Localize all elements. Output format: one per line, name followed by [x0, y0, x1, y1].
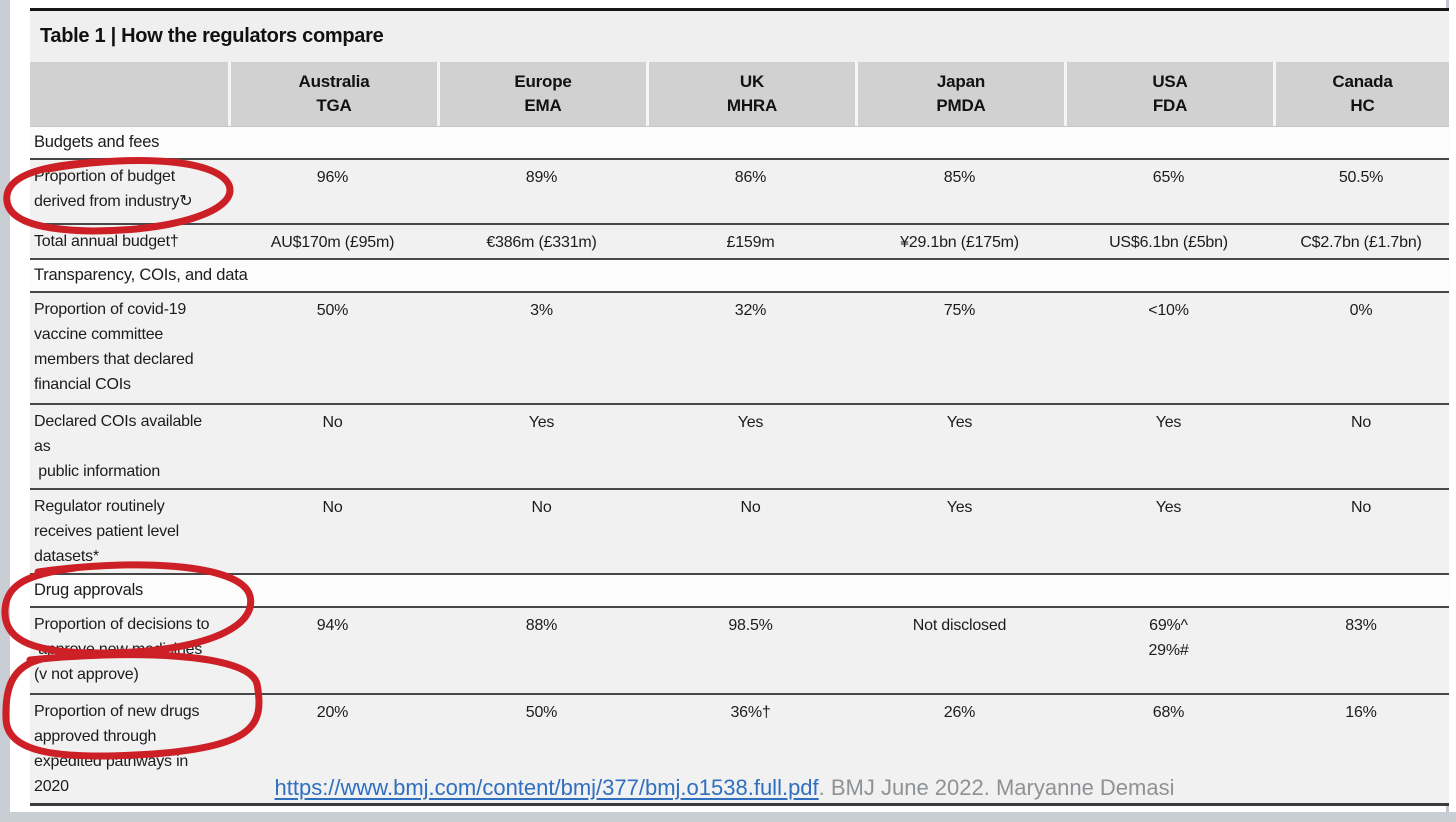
row-label: Declared COIs available as public inform… [34, 413, 202, 480]
column-country-label: UK [739, 72, 765, 91]
screenshot-left-border [0, 0, 10, 822]
screenshot-bottom-border [0, 812, 1456, 822]
value-cell: 32% [734, 302, 767, 319]
value-cell: 26% [943, 704, 976, 721]
citation-text: . BMJ June 2022. Maryanne Demasi [818, 775, 1175, 800]
value-cell: No [1350, 414, 1372, 431]
column-header-mhra: UK MHRA [646, 62, 855, 126]
row-label: Proportion of covid-19 vaccine committee… [34, 301, 194, 393]
row-label: Proportion of budget derived from indust… [34, 168, 193, 210]
value-cell: C$2.7bn (£1.7bn) [1300, 234, 1422, 251]
table-row: Total annual budget† AU$170m (£95m) €386m … [30, 223, 1449, 258]
row-label: Proportion of decisions to approve new m… [34, 616, 210, 683]
column-header-hc: Canada HC [1273, 62, 1449, 126]
bmj-pdf-link[interactable]: https://www.bmj.com/content/bmj/377/bmj.… [274, 775, 819, 800]
value-cell: ¥29.1bn (£175m) [900, 234, 1019, 251]
value-cell: AU$170m (£95m) [270, 234, 395, 251]
column-agency-label: FDA [1152, 96, 1188, 115]
table-header-row: Australia TGA Europe EMA UK MHRA Japan PMDA USA F… [30, 62, 1449, 126]
value-cell: No [740, 499, 761, 516]
value-cell: 86% [734, 169, 767, 186]
footer-citation: https://www.bmj.com/content/bmj/377/bmj.… [0, 775, 1449, 801]
value-cell: Not disclosed [912, 617, 1007, 634]
column-header-ema: Europe EMA [437, 62, 646, 126]
value-cell: 88% [525, 617, 558, 634]
column-header-pmda: Japan PMDA [855, 62, 1064, 126]
column-country-label: Japan [936, 72, 986, 91]
table-title: Table 1 | How the regulators compare [30, 11, 1449, 62]
row-label: Regulator routinely receives patient lev… [34, 498, 180, 565]
value-cell: 50% [525, 704, 558, 721]
value-cell: 50.5% [1338, 169, 1384, 186]
value-cell: 3% [530, 302, 553, 319]
value-cell: 94% [316, 617, 349, 634]
value-cell: 75% [943, 302, 976, 319]
value-cell: 50% [316, 302, 349, 319]
table-top-rule [30, 8, 1449, 11]
column-country-label: Canada [1332, 72, 1393, 91]
value-cell: 89% [525, 169, 558, 186]
value-cell: No [322, 414, 343, 431]
value-cell: £159m [726, 234, 775, 251]
value-cell: No [531, 499, 552, 516]
value-cell: 0% [1349, 302, 1373, 319]
column-agency-label: HC [1350, 96, 1375, 115]
value-cell: 16% [1345, 704, 1377, 721]
value-cell: 65% [1152, 169, 1185, 186]
column-country-label: Europe [514, 72, 572, 91]
section-header: Drug approvals [30, 573, 1449, 606]
section-header: Transparency, COIs, and data [30, 258, 1449, 291]
value-cell: Yes [528, 414, 555, 431]
table-body: Budgets and fees Proportion of budget der… [30, 126, 1449, 806]
column-header-fda: USA FDA [1064, 62, 1273, 126]
column-agency-label: PMDA [936, 96, 986, 115]
value-cell: No [322, 499, 343, 516]
section-header: Budgets and fees [30, 126, 1449, 158]
column-agency-label: MHRA [726, 96, 778, 115]
value-cell: 98.5% [728, 617, 773, 634]
value-cell: 96% [316, 169, 349, 186]
column-agency-label: EMA [524, 96, 562, 115]
table-row: Proportion of covid-19 vaccine committee… [30, 291, 1449, 403]
row-label: Total annual budget† [34, 233, 179, 250]
value-cell: Yes [946, 499, 973, 516]
table-row: Declared COIs available as public inform… [30, 403, 1449, 488]
value-cell: Yes [737, 414, 764, 431]
table-row: Proportion of budget derived from indust… [30, 158, 1449, 223]
value-cell: Yes [946, 414, 973, 431]
value-cell: US$6.1bn (£5bn) [1109, 234, 1228, 251]
value-cell: 69%^ 29%# [1148, 617, 1189, 659]
table-row: Proportion of decisions to approve new m… [30, 606, 1449, 693]
column-agency-label: TGA [316, 96, 352, 115]
table-row: Regulator routinely receives patient lev… [30, 488, 1449, 573]
column-header-corner [30, 62, 228, 126]
value-cell: €386m (£331m) [486, 234, 597, 251]
value-cell: Yes [1155, 414, 1182, 431]
value-cell: Yes [1155, 499, 1182, 516]
value-cell: 36%† [730, 704, 771, 721]
column-header-tga: Australia TGA [228, 62, 437, 126]
column-country-label: USA [1152, 72, 1188, 91]
value-cell: <10% [1148, 302, 1189, 319]
column-country-label: Australia [298, 72, 370, 91]
regulators-table: Table 1 | How the regulators compare Aus… [30, 11, 1449, 806]
value-cell: No [1350, 499, 1372, 516]
value-cell: 20% [316, 704, 349, 721]
value-cell: 83% [1345, 617, 1377, 634]
value-cell: 68% [1152, 704, 1185, 721]
value-cell: 85% [943, 169, 976, 186]
